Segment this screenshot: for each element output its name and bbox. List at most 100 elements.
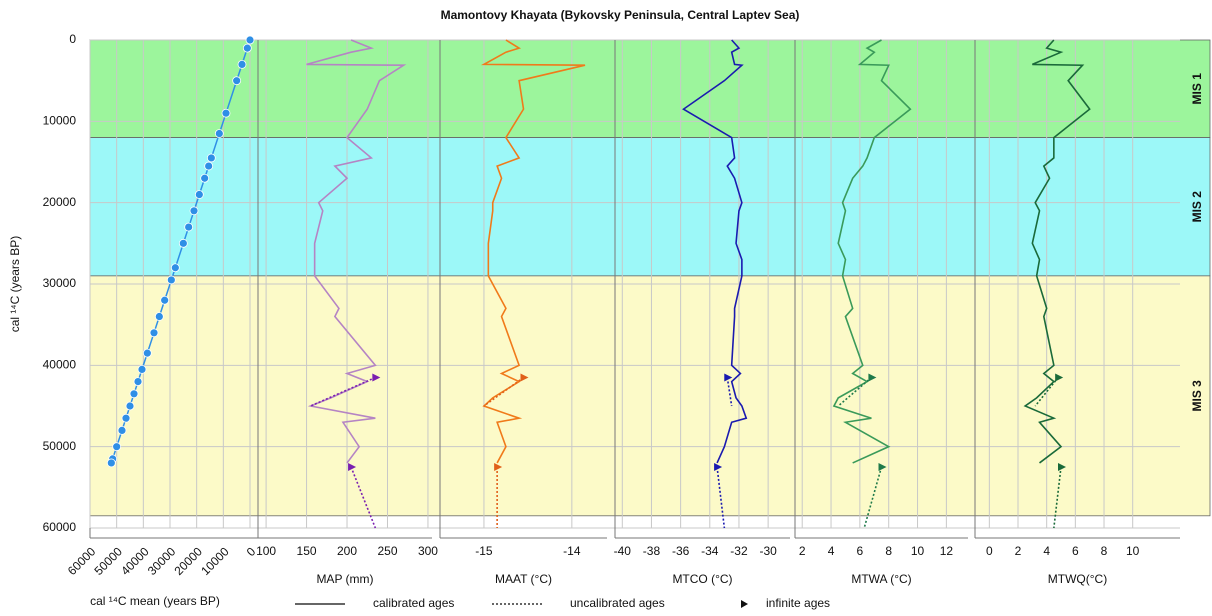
mis-label: MIS 1 xyxy=(1190,73,1204,105)
y-tick-label: 60000 xyxy=(43,520,77,534)
x-axis-label: cal ¹⁴C mean (years BP) xyxy=(90,594,220,608)
data-point xyxy=(137,364,147,374)
uncalibrated-line xyxy=(837,376,883,529)
chart-title: Mamontovy Khayata (Bykovsky Peninsula, C… xyxy=(441,8,800,22)
uncalibrated-line xyxy=(483,376,524,528)
y-tick-label: 0 xyxy=(69,32,76,46)
uncalibrated-line xyxy=(716,377,733,529)
uncalibrated-line xyxy=(310,376,377,529)
infinite-age-marker xyxy=(878,463,887,471)
data-point xyxy=(133,377,143,387)
data-point xyxy=(245,35,255,45)
legend-label: uncalibrated ages xyxy=(570,596,665,610)
mis-label: MIS 3 xyxy=(1190,380,1204,412)
x-tick-label: -40 xyxy=(614,544,632,558)
infinite-age-marker xyxy=(714,463,723,471)
data-point xyxy=(242,43,252,53)
x-tick-label: 6 xyxy=(1072,544,1079,558)
mis-label: MIS 2 xyxy=(1190,191,1204,223)
x-tick-label: 20000 xyxy=(172,544,206,578)
infinite-age-marker xyxy=(494,463,503,471)
data-point xyxy=(170,263,180,273)
x-tick-label: 300 xyxy=(418,544,438,558)
x-axis-label: MTCO (°C) xyxy=(672,572,732,586)
y-tick-label: 40000 xyxy=(43,358,77,372)
x-tick-label: -38 xyxy=(643,544,661,558)
calibrated-line xyxy=(1023,39,1091,464)
data-point xyxy=(142,348,152,358)
data-point xyxy=(117,425,127,435)
x-tick-label: 2 xyxy=(799,544,806,558)
calibrated-line xyxy=(832,39,912,464)
x-tick-label: 250 xyxy=(377,544,397,558)
x-tick-label: -30 xyxy=(759,544,777,558)
x-tick-label: 4 xyxy=(828,544,835,558)
x-axis-label: MAAT (°C) xyxy=(495,572,552,586)
y-tick-label: 50000 xyxy=(43,439,77,453)
data-point xyxy=(121,413,131,423)
data-point xyxy=(184,222,194,232)
x-tick-label: 200 xyxy=(337,544,357,558)
data-point xyxy=(178,238,188,248)
x-tick-label: 50000 xyxy=(92,544,126,578)
x-tick-label: 4 xyxy=(1043,544,1050,558)
y-axis-label: cal ¹⁴C (years BP) xyxy=(8,236,22,333)
x-tick-label: 60000 xyxy=(65,544,99,578)
data-point xyxy=(189,206,199,216)
legend-symbol xyxy=(741,600,748,608)
y-tick-label: 10000 xyxy=(43,114,77,128)
infinite-age-marker xyxy=(1055,373,1064,382)
legend-label: calibrated ages xyxy=(373,596,454,610)
x-tick-label: 100 xyxy=(256,544,276,558)
x-axis-label: MAP (mm) xyxy=(316,572,373,586)
x-tick-label: -32 xyxy=(730,544,748,558)
age-line xyxy=(110,39,251,464)
x-tick-label: -34 xyxy=(701,544,719,558)
x-tick-label: 8 xyxy=(885,544,892,558)
x-tick-label: -15 xyxy=(475,544,493,558)
data-point xyxy=(112,442,122,452)
x-tick-label: 150 xyxy=(297,544,317,558)
infinite-age-marker xyxy=(1058,463,1067,471)
x-tick-label: 40000 xyxy=(118,544,152,578)
x-tick-label: -14 xyxy=(563,544,581,558)
data-point xyxy=(160,295,170,305)
data-point xyxy=(232,76,242,86)
data-point xyxy=(214,129,224,138)
mis-band xyxy=(89,275,1211,517)
data-point xyxy=(149,328,159,338)
x-tick-label: 0 xyxy=(986,544,993,558)
x-tick-label: 30000 xyxy=(145,544,179,578)
mis-band xyxy=(89,137,1211,277)
calibrated-line xyxy=(306,39,407,464)
data-point xyxy=(200,173,210,183)
x-tick-label: 10000 xyxy=(198,544,232,578)
legend-label: infinite ages xyxy=(766,596,830,610)
infinite-age-marker xyxy=(348,463,357,471)
x-axis-label: MTWA (°C) xyxy=(851,572,911,586)
data-point xyxy=(221,108,231,118)
y-tick-label: 20000 xyxy=(43,195,77,209)
data-point xyxy=(154,312,164,321)
data-point xyxy=(129,389,139,399)
data-point xyxy=(237,60,247,69)
x-tick-label: 6 xyxy=(857,544,864,558)
infinite-age-marker xyxy=(372,373,381,382)
x-tick-label: 8 xyxy=(1101,544,1108,558)
data-point xyxy=(125,401,135,411)
x-tick-label: 12 xyxy=(940,544,954,558)
data-point xyxy=(206,153,216,163)
x-tick-label: -36 xyxy=(672,544,690,558)
infinite-age-marker xyxy=(520,373,529,382)
data-point xyxy=(194,190,204,199)
infinite-age-marker xyxy=(724,373,733,382)
x-axis-label: MTWQ(°C) xyxy=(1048,572,1107,586)
data-point xyxy=(106,458,116,468)
x-tick-label: 10 xyxy=(911,544,925,558)
infinite-age-marker xyxy=(868,373,877,382)
data-point xyxy=(166,275,176,285)
x-tick-label: 10 xyxy=(1126,544,1140,558)
calibrated-line xyxy=(682,39,748,464)
data-point xyxy=(204,161,214,171)
